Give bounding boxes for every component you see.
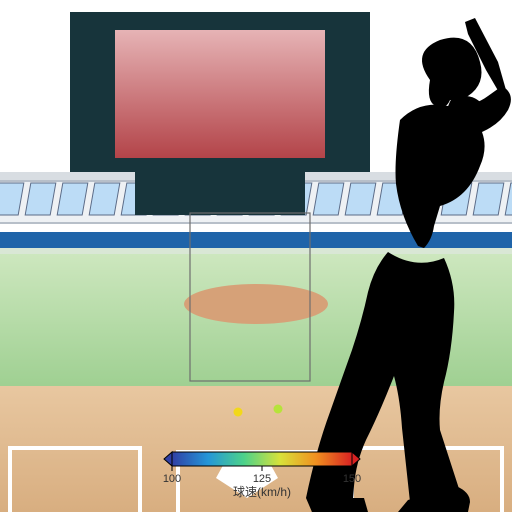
- legend-label: 球速(km/h): [233, 485, 291, 499]
- scoreboard-screen: [115, 30, 325, 158]
- pitch-marker: [274, 405, 283, 414]
- outfield-wall: [0, 232, 512, 250]
- scene-svg: 100 125 150 球速(km/h): [0, 0, 512, 512]
- svg-text:100: 100: [163, 473, 181, 485]
- pitch-location-chart: 100 125 150 球速(km/h): [0, 0, 512, 512]
- pitchers-mound: [184, 284, 328, 324]
- svg-text:125: 125: [253, 473, 271, 485]
- svg-text:150: 150: [343, 473, 361, 485]
- pitch-marker: [234, 408, 243, 417]
